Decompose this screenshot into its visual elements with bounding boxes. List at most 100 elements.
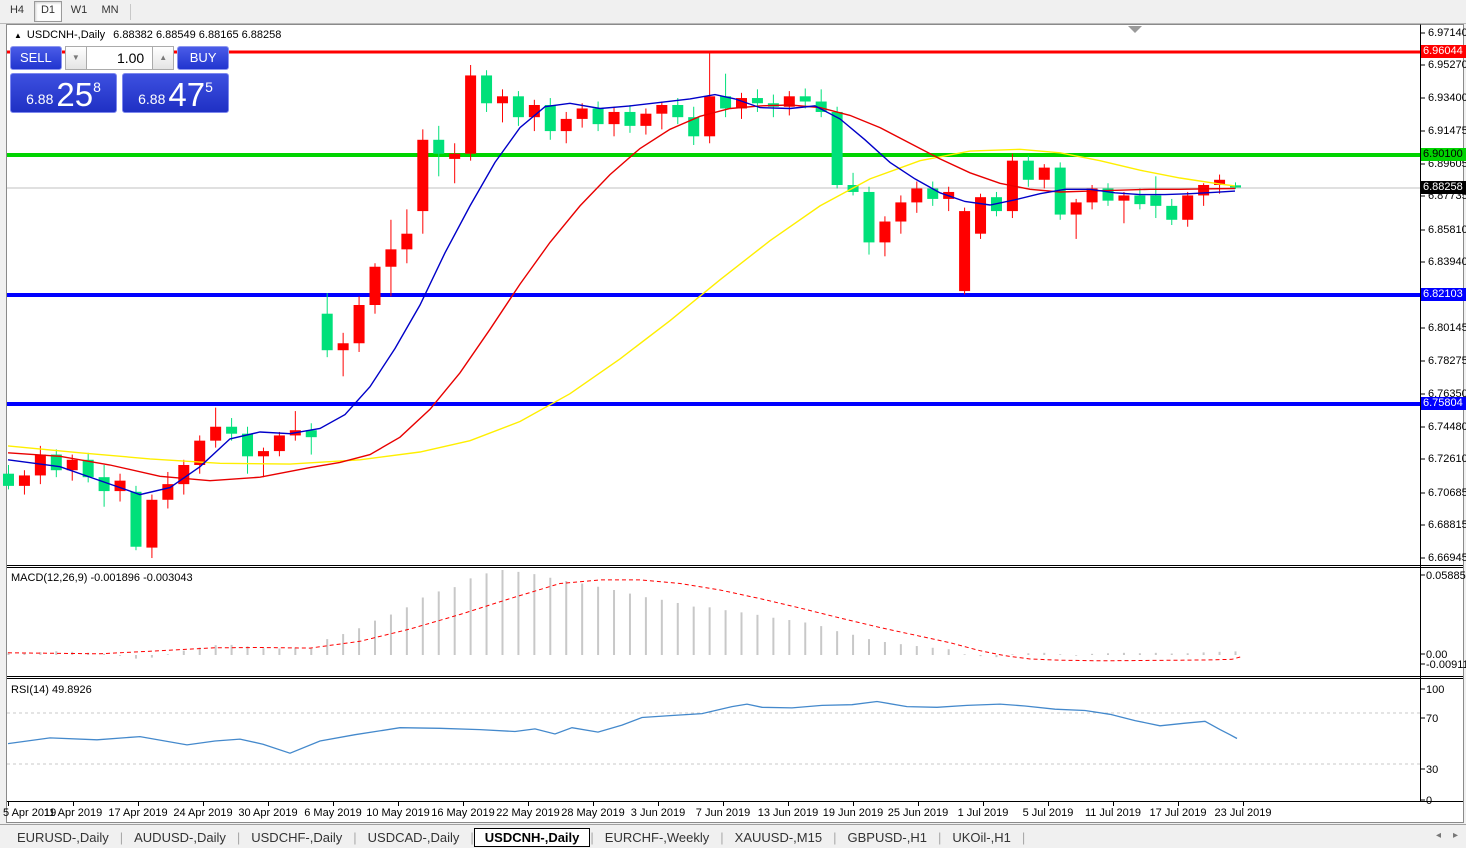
tab-eurusd-daily[interactable]: EURUSD-,Daily	[17, 829, 109, 845]
date-label: 7 Jun 2019	[695, 807, 751, 819]
date-label: 5 Apr 2019	[3, 807, 57, 819]
candle-body	[273, 435, 285, 452]
buy-price-pips: 47	[168, 76, 206, 113]
ma-yellow-line	[7, 148, 1236, 465]
volume-decrease-button[interactable]: ▼	[64, 46, 87, 70]
rsi-line	[7, 700, 1238, 754]
candle-body	[50, 454, 62, 471]
price-level-badge: 6.75804	[1421, 397, 1466, 410]
tab-scroll-right-icon[interactable]: ▸	[1452, 830, 1458, 841]
candle-body	[465, 75, 477, 154]
tab-separator: |	[833, 829, 837, 845]
date-label: 17 Jul 2019	[1149, 807, 1207, 819]
sell-price-box[interactable]: 6.88 25 8	[10, 73, 117, 113]
candle-body	[576, 108, 588, 119]
macd-indicator-label: MACD(12,26,9) -0.001896 -0.003043	[11, 572, 193, 584]
price-tick-label: 6.97140	[1428, 27, 1466, 39]
price-tick-label: 6.93400	[1428, 92, 1466, 104]
sell-button[interactable]: SELL	[10, 46, 62, 70]
macd-signal-line	[7, 579, 1244, 662]
date-label: 3 Jun 2019	[630, 807, 686, 819]
candle-body	[592, 108, 604, 125]
tab-xauusd-m15[interactable]: XAUUSD-,M15	[734, 829, 823, 845]
toolbar-divider	[130, 3, 131, 20]
candle-body	[226, 426, 238, 434]
date-label: 17 Apr 2019	[108, 807, 168, 819]
collapse-arrow-icon[interactable]: ▲	[14, 31, 22, 40]
candle-body	[1229, 185, 1241, 188]
tab-ukoil-h1[interactable]: UKOil-,H1	[952, 829, 1011, 845]
timeframe-button-d1[interactable]: D1	[34, 1, 62, 22]
tab-usdchf-daily[interactable]: USDCHF-,Daily	[251, 829, 343, 845]
macd-axis-label: 0.00	[1426, 649, 1448, 661]
candle-body	[1198, 184, 1210, 196]
candle-body	[130, 491, 142, 547]
candle-body	[688, 117, 700, 137]
tab-eurchf-weekly[interactable]: EURCHF-,Weekly	[604, 829, 710, 845]
candle-body	[911, 188, 923, 203]
price-tick-label: 6.78275	[1428, 355, 1466, 367]
timeframe-button-h4[interactable]: H4	[9, 4, 25, 16]
chart-shift-marker-icon[interactable]	[1128, 26, 1142, 33]
candle-body	[82, 459, 94, 478]
candle-body	[927, 188, 939, 199]
candle-body	[783, 96, 795, 107]
candle-body	[720, 96, 732, 109]
candle-body	[178, 464, 190, 485]
date-label: 1 Jul 2019	[957, 807, 1009, 819]
candle-body	[1038, 167, 1050, 180]
price-level-badge: 6.82103	[1421, 288, 1466, 301]
tab-separator: |	[353, 829, 357, 845]
tab-usdcnh-daily[interactable]: USDCNH-,Daily	[473, 827, 591, 847]
candle-body	[114, 480, 126, 492]
candle-body	[369, 266, 381, 305]
volume-input[interactable]: 1.00	[86, 46, 153, 70]
candle-body	[879, 221, 891, 243]
tab-gbpusd-h1[interactable]: GBPUSD-,H1	[847, 829, 927, 845]
chart-window-frame	[6, 24, 1464, 823]
buy-button[interactable]: BUY	[177, 46, 229, 70]
date-label: 23 Jul 2019	[1214, 807, 1272, 819]
candle-body	[401, 233, 413, 250]
symbol-tab-bar: EURUSD-,Daily | AUDUSD-,Daily | USDCHF-,Dail…	[0, 824, 1466, 848]
date-label: 24 Apr 2019	[173, 807, 233, 819]
date-label: 6 May 2019	[304, 807, 362, 819]
candle-body	[353, 304, 365, 344]
timeframe-button-w1[interactable]: W1	[70, 4, 88, 16]
tab-usdcad-daily[interactable]: USDCAD-,Daily	[367, 829, 460, 845]
candle-body	[194, 440, 206, 465]
ma-blue-line	[7, 93, 1236, 496]
price-tick-label: 6.80145	[1428, 322, 1466, 334]
price-tick-label: 6.70685	[1428, 487, 1466, 499]
candle-body	[656, 104, 668, 114]
buy-price-box[interactable]: 6.88 47 5	[122, 73, 229, 113]
candle-body	[337, 343, 349, 351]
candle-body	[66, 459, 78, 471]
rsi-indicator-label: RSI(14) 49.8926	[11, 684, 92, 696]
sell-price-point: 8	[93, 79, 101, 95]
date-label: 22 May 2019	[496, 807, 560, 819]
date-label: 11 Apr 2019	[43, 807, 103, 819]
candle-body	[1150, 195, 1162, 206]
candle-body	[895, 202, 907, 222]
price-level-badge: 6.90100	[1421, 148, 1466, 161]
date-label: 16 May 2019	[431, 807, 495, 819]
volume-increase-button[interactable]: ▲	[152, 46, 175, 70]
tab-audusd-daily[interactable]: AUDUSD-,Daily	[134, 829, 226, 845]
sell-price-pips: 25	[56, 76, 94, 113]
candle-body	[3, 473, 14, 486]
candle-body	[544, 104, 556, 132]
timeframe-toolbar: H4 D1 W1 MN	[0, 0, 1466, 24]
candle-body	[831, 111, 843, 185]
tab-scroll-left-icon[interactable]: ◂	[1435, 830, 1441, 841]
candle-body	[257, 451, 269, 457]
tab-separator: |	[236, 829, 241, 845]
candle-body	[433, 139, 445, 154]
candle-body	[321, 313, 333, 351]
price-tick-label: 6.83940	[1428, 256, 1466, 268]
price-level-badge: 6.96044	[1421, 45, 1466, 58]
tab-separator: |	[470, 829, 474, 845]
candle-body	[1086, 188, 1098, 203]
timeframe-button-mn[interactable]: MN	[101, 4, 119, 16]
